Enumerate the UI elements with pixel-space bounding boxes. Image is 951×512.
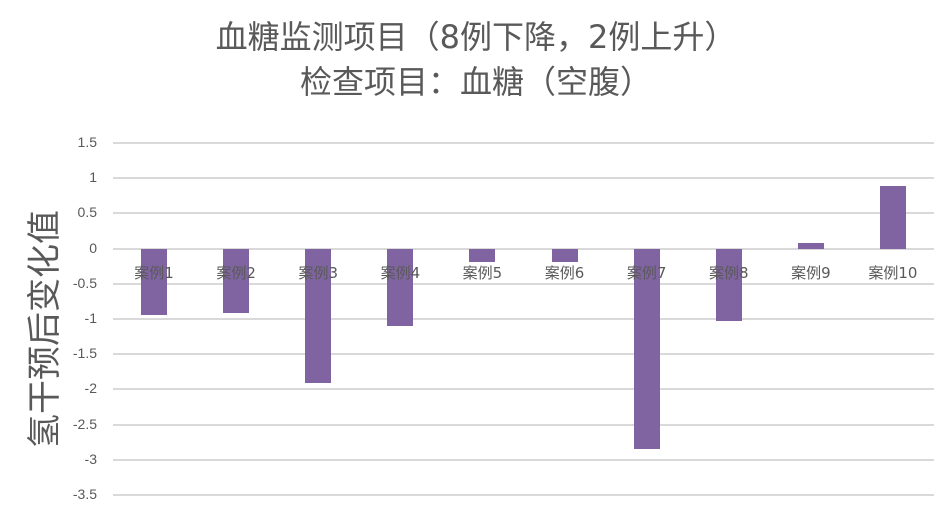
gridline — [113, 318, 934, 320]
y-tick-label: 1 — [89, 169, 97, 186]
bar — [305, 248, 332, 384]
y-tick-label: -3.5 — [72, 486, 97, 502]
bar — [879, 185, 906, 249]
x-tick-label: 案例8 — [708, 264, 749, 282]
x-tick-label: 案例5 — [462, 264, 503, 282]
y-tick-label: 0.5 — [77, 204, 97, 221]
gridline — [113, 212, 934, 215]
chart-subtitle: 检查项目：血糖（空腹） — [299, 63, 652, 101]
y-tick-label: -2 — [84, 380, 97, 397]
gridline — [113, 494, 934, 496]
bar — [633, 248, 660, 450]
x-tick-label: 案例1 — [134, 264, 174, 282]
y-tick-label: -2.5 — [72, 415, 97, 432]
bar — [223, 248, 250, 313]
bar — [551, 248, 578, 262]
x-tick-label: 案例9 — [791, 264, 831, 282]
x-tick-label: 案例2 — [216, 264, 256, 282]
gridline — [113, 353, 934, 356]
x-tick-label: 案例10 — [868, 264, 918, 282]
gridline — [113, 458, 934, 461]
y-tick-label: -0.5 — [72, 274, 97, 291]
x-tick-label: 案例6 — [544, 264, 585, 282]
y-tick-label: 1.5 — [77, 134, 97, 150]
gridline — [113, 388, 934, 391]
gridline — [113, 177, 934, 180]
x-tick-label: 案例3 — [298, 264, 339, 282]
gridline — [113, 282, 934, 285]
x-tick-label: 案例7 — [626, 264, 667, 282]
x-tick-label: 案例4 — [380, 264, 421, 282]
bar — [141, 248, 168, 316]
gridline — [113, 142, 934, 144]
bar — [387, 248, 414, 327]
gridline — [113, 247, 934, 250]
gridline — [113, 423, 934, 426]
y-tick-label: -1.5 — [72, 345, 97, 362]
bar — [715, 248, 742, 322]
bar — [797, 242, 824, 249]
bar — [469, 248, 496, 262]
y-tick-label: 0 — [89, 239, 97, 256]
chart-title: 血糖监测项目（8例下降，2例上升） — [215, 18, 737, 56]
y-tick-label: -3 — [84, 450, 97, 467]
y-tick-label: -1 — [84, 310, 97, 326]
